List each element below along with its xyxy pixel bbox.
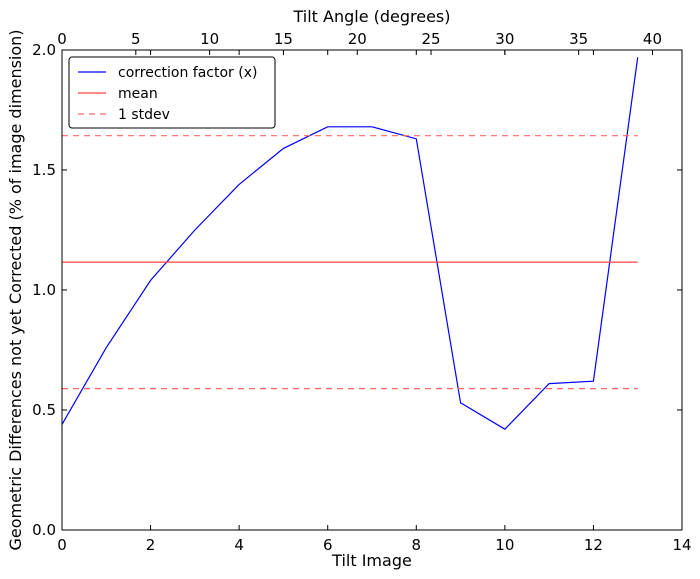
ticks-layer: 0 2 4 6 8 10 12 140.00.51.01.52.00 5 10 15 20 25 30 35…: [32, 30, 691, 554]
y-tick-label: 0.0: [32, 521, 56, 539]
top-x-tick-label: 40: [643, 30, 662, 48]
top-x-tick-label: 25: [422, 30, 441, 48]
y-axis-label: Geometric Differences not yet Corrected …: [6, 29, 25, 550]
x-tick-label: 14: [672, 536, 691, 554]
legend-box: [68, 56, 276, 129]
top-x-tick-label: 35: [569, 30, 588, 48]
top-x-tick-label: 10: [200, 30, 219, 48]
legend: correction factor (x) mean 1 stdev: [68, 56, 276, 129]
legend-label: correction factor (x): [118, 65, 257, 81]
legend-label: 1 stdev: [118, 107, 170, 123]
top-x-tick-label: 30: [495, 30, 514, 48]
x-axis-label: Tilt Image: [331, 551, 412, 570]
top-x-tick-label: 20: [348, 30, 367, 48]
x-tick-label: 8: [412, 536, 422, 554]
y-tick-label: 2.0: [32, 41, 56, 59]
series-line-0: [61, 57, 639, 430]
y-tick-label: 1.0: [32, 281, 56, 299]
top-x-axis-label: Tilt Angle (degrees): [292, 7, 450, 26]
series-layer: [61, 57, 639, 430]
x-tick-label: 10: [495, 536, 514, 554]
y-tick-label: 0.5: [32, 401, 56, 419]
top-x-tick-label: 0: [57, 30, 67, 48]
legend-label: mean: [118, 86, 158, 102]
x-tick-label: 2: [146, 536, 156, 554]
x-tick-label: 4: [234, 536, 244, 554]
top-x-tick-label: 5: [131, 30, 141, 48]
x-tick-label: 6: [323, 536, 333, 554]
x-tick-label: 0: [57, 536, 67, 554]
y-tick-label: 1.5: [32, 161, 56, 179]
top-x-tick-label: 15: [274, 30, 293, 48]
x-tick-label: 12: [584, 536, 603, 554]
